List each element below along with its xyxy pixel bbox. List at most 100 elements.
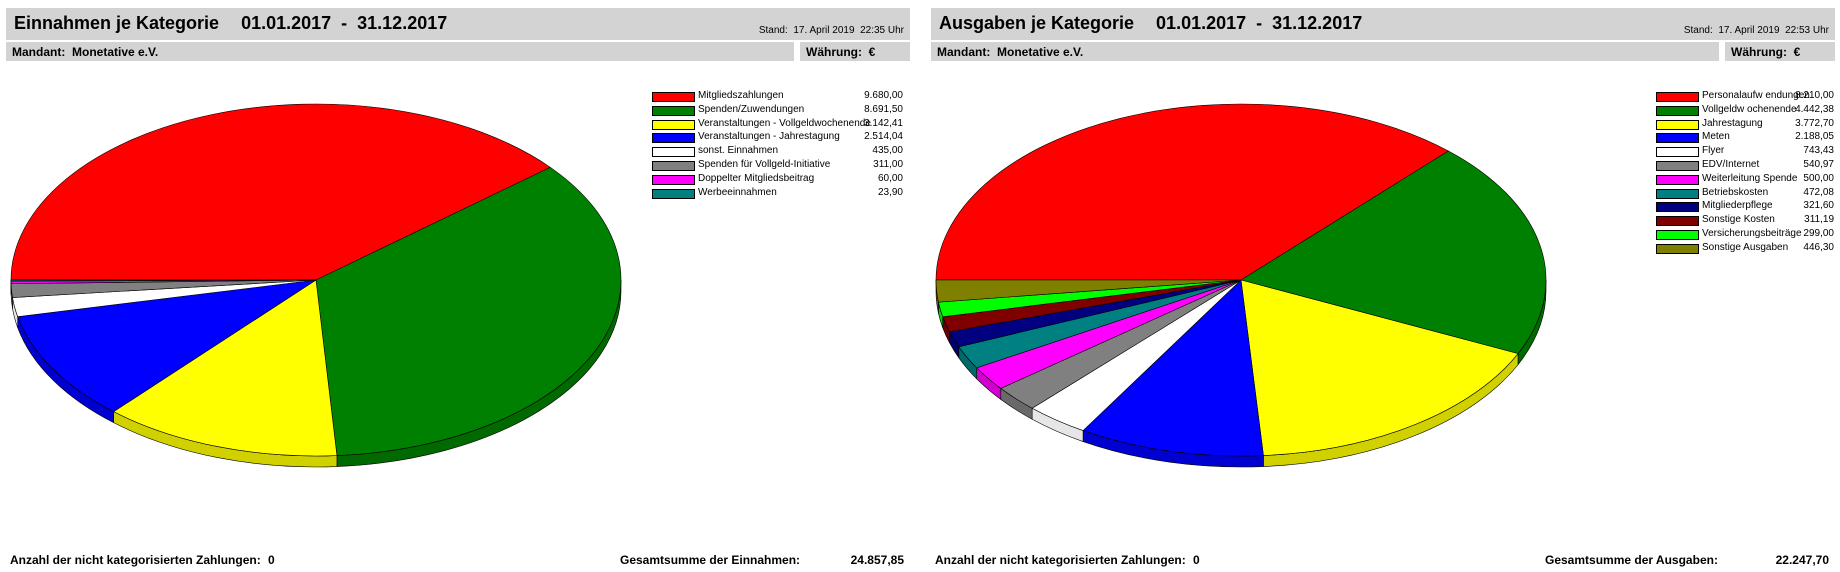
legend-value: 4.442,38 [1795,104,1834,115]
legend-swatch [1656,244,1699,254]
legend-value: 60,00 [878,173,903,184]
legend-label: Veranstaltungen - Jahrestagung [698,131,840,142]
legend-value: 743,43 [1803,145,1834,156]
legend-value: 2.514,04 [864,131,903,142]
legend-entry-1-5: EDV/Internet 540,97 [1656,159,1834,173]
title-bar: Ausgaben je Kategorie 01.01.2017 - 31.12.… [931,8,1835,40]
legend-entry-1-7: Betriebskosten 472,08 [1656,187,1834,201]
legend-label: Jahrestagung [1702,118,1763,129]
legend-swatch [1656,230,1699,240]
legend-entry-0-2: Veranstaltungen - Vollgeldwochenende 3.14… [652,118,903,132]
mandant-label: Mandant: [937,45,990,59]
stand-time: 22:35 Uhr [860,25,904,36]
waehrung-bar: Währung: € [1725,42,1835,61]
waehrung-bar: Währung: € [800,42,910,61]
legend-swatch [1656,175,1699,185]
legend-entry-0-3: Veranstaltungen - Jahrestagung 2.514,04 [652,131,903,145]
legend-value: 3.142,41 [864,118,903,129]
legend-value: 311,00 [873,159,903,170]
legend-label: Betriebskosten [1702,187,1768,198]
stand-label: Stand: [1684,25,1713,36]
expense-legend: Personalaufw endungen 8.210,00 Vollgeldw o… [1656,90,1834,256]
legend-swatch [1656,147,1699,157]
waehrung-label: Währung: [806,45,862,59]
total-value: 24.857,85 [851,553,904,567]
legend-swatch [652,147,695,157]
income-panel: Einnahmen je Kategorie 01.01.2017 - 31.12… [0,0,910,572]
waehrung-label: Währung: [1731,45,1787,59]
legend-label: Personalaufw endungen [1702,90,1810,101]
waehrung-value: € [869,45,876,59]
legend-entry-1-0: Personalaufw endungen 8.210,00 [1656,90,1834,104]
stand-date: 17. April 2019 [793,25,854,36]
title-bar: Einnahmen je Kategorie 01.01.2017 - 31.12… [6,8,910,40]
report-title: Einnahmen je Kategorie 01.01.2017 - 31.12… [14,13,447,34]
legend-entry-1-3: Meten 2.188,05 [1656,131,1834,145]
legend-swatch [1656,216,1699,226]
legend-value: 435,00 [872,145,903,156]
legend-label: Werbeeinnahmen [698,187,777,198]
legend-label: Mitgliedszahlungen [698,90,784,101]
stand-date: 17. April 2019 [1718,25,1779,36]
date-range: 01.01.2017 - 31.12.2017 [241,13,447,33]
legend-label: Veranstaltungen - Vollgeldwochenende [698,118,871,129]
legend-value: 23,90 [878,187,903,198]
uncategorized-label: Anzahl der nicht kategorisierten Zahlung… [935,553,1186,567]
stand-info: Stand: 17. April 2019 22:53 Uhr [1684,25,1829,36]
legend-label: sonst. Einnahmen [698,145,778,156]
legend-swatch [1656,189,1699,199]
legend-entry-0-6: Doppelter Mitgliedsbeitrag 60,00 [652,173,903,187]
legend-value: 472,08 [1803,187,1834,198]
legend-swatch [1656,202,1699,212]
legend-entry-1-2: Jahrestagung 3.772,70 [1656,118,1834,132]
legend-value: 9.680,00 [864,90,903,101]
legend-value: 311,19 [1804,214,1834,225]
legend-value: 8.691,50 [864,104,903,115]
total-value: 22.247,70 [1776,553,1829,567]
stand-label: Stand: [759,25,788,36]
legend-label: Weiterleitung Spende [1702,173,1797,184]
waehrung: Währung: € [806,45,875,59]
legend-label: Spenden/Zuwendungen [698,104,804,115]
report-title-text: Ausgaben je Kategorie [939,13,1134,33]
legend-entry-1-8: Mitgliederpflege 321,60 [1656,200,1834,214]
legend-label: Sonstige Kosten [1702,214,1775,225]
legend-value: 446,30 [1803,242,1834,253]
legend-entry-1-10: Versicherungsbeiträge 299,00 [1656,228,1834,242]
legend-swatch [652,120,695,130]
legend-entry-0-0: Mitgliedszahlungen 9.680,00 [652,90,903,104]
legend-label: Sonstige Ausgaben [1702,242,1788,253]
uncategorized-count: 0 [268,553,275,567]
legend-label: Mitgliederpflege [1702,200,1773,211]
mandant-bar: Mandant: Monetative e.V. [931,42,1719,61]
income-legend: Mitgliedszahlungen 9.680,00 Spenden/Zuwend… [652,90,903,200]
legend-swatch [652,189,695,199]
legend-entry-0-1: Spenden/Zuwendungen 8.691,50 [652,104,903,118]
legend-label: Vollgeldw ochenende [1702,104,1797,115]
legend-value: 321,60 [1803,200,1834,211]
legend-entry-0-7: Werbeeinnahmen 23,90 [652,187,903,201]
mandant-value: Monetative e.V. [997,45,1083,59]
waehrung: Währung: € [1731,45,1800,59]
legend-swatch [652,92,695,102]
mandant: Mandant: Monetative e.V. [12,45,158,59]
legend-swatch [1656,161,1699,171]
legend-swatch [652,175,695,185]
uncategorized-count: 0 [1193,553,1200,567]
legend-entry-1-6: Weiterleitung Spende 500,00 [1656,173,1834,187]
legend-value: 540,97 [1803,159,1834,170]
total-label: Gesamtsumme der Einnahmen: [620,553,800,567]
expense-panel: Ausgaben je Kategorie 01.01.2017 - 31.12.… [925,0,1835,572]
legend-label: Meten [1702,131,1730,142]
legend-value: 8.210,00 [1795,90,1834,101]
legend-entry-0-5: Spenden für Vollgeld-Initiative 311,00 [652,159,903,173]
mandant-value: Monetative e.V. [72,45,158,59]
legend-label: Doppelter Mitgliedsbeitrag [698,173,814,184]
legend-value: 500,00 [1803,173,1834,184]
legend-swatch [1656,92,1699,102]
uncategorized-label: Anzahl der nicht kategorisierten Zahlung… [10,553,261,567]
legend-label: Flyer [1702,145,1724,156]
stand-time: 22:53 Uhr [1785,25,1829,36]
date-range: 01.01.2017 - 31.12.2017 [1156,13,1362,33]
legend-swatch [652,161,695,171]
